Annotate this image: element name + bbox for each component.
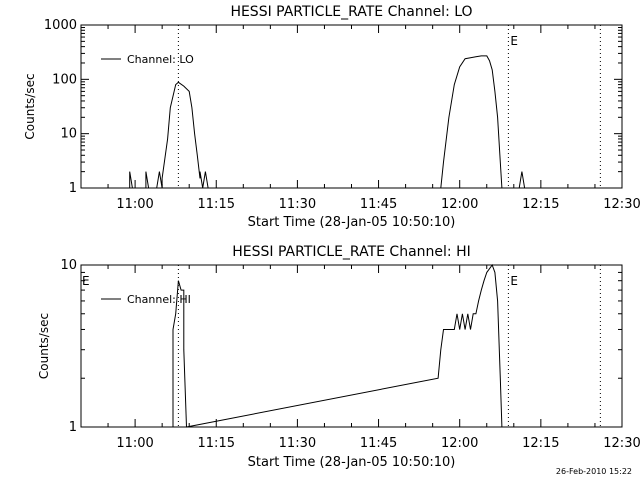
x-tick-label: 11:15 [198,197,235,212]
series-line-lo [129,55,526,189]
y-tick-label: 1 [69,420,77,435]
y-axis-label: Counts/sec [37,313,51,379]
x-tick-label: 11:00 [116,197,153,212]
chart-panel-hi: HESSI PARTICLE_RATE Channel: HI Start Tim… [37,244,640,470]
x-tick-label: 11:45 [360,197,397,212]
y-axis-label: Counts/sec [23,73,37,139]
y-tick-label: 10 [60,258,77,273]
y-tick-label: 10 [60,127,77,142]
event-marker-label: E [82,274,90,288]
y-tick-label: 100 [52,72,77,87]
footer-timestamp: 26-Feb-2010 15:22 [555,467,632,476]
chart-panel-lo: HESSI PARTICLE_RATE Channel: LO Start Tim… [23,4,640,230]
x-tick-label: 12:15 [522,197,559,212]
event-marker-label: E [510,34,518,48]
x-tick-label: 11:30 [279,436,316,451]
chart-title: HESSI PARTICLE_RATE Channel: LO [230,4,472,20]
plot-frame [80,24,623,189]
x-axis-label: Start Time (28-Jan-05 10:50:10) [248,215,456,230]
x-tick-label: 11:45 [360,436,397,451]
x-tick-label: 11:15 [198,436,235,451]
x-tick-label: 12:00 [441,197,478,212]
x-tick-label: 11:00 [116,436,153,451]
plot-frame [80,264,623,428]
x-tick-label: 12:30 [603,436,640,451]
y-tick-label: 1000 [44,18,77,33]
series-line-hi [172,263,503,428]
x-axis-label: Start Time (28-Jan-05 10:50:10) [248,455,456,470]
x-tick-label: 12:30 [603,197,640,212]
legend-label: Channel: LO [127,53,194,66]
event-marker-label: E [510,274,518,288]
x-tick-label: 12:00 [441,436,478,451]
chart-title: HESSI PARTICLE_RATE Channel: HI [232,244,470,260]
y-tick-label: 1 [69,181,77,196]
x-tick-label: 12:15 [522,436,559,451]
legend-label: Channel: HI [127,293,191,306]
x-tick-label: 11:30 [279,197,316,212]
